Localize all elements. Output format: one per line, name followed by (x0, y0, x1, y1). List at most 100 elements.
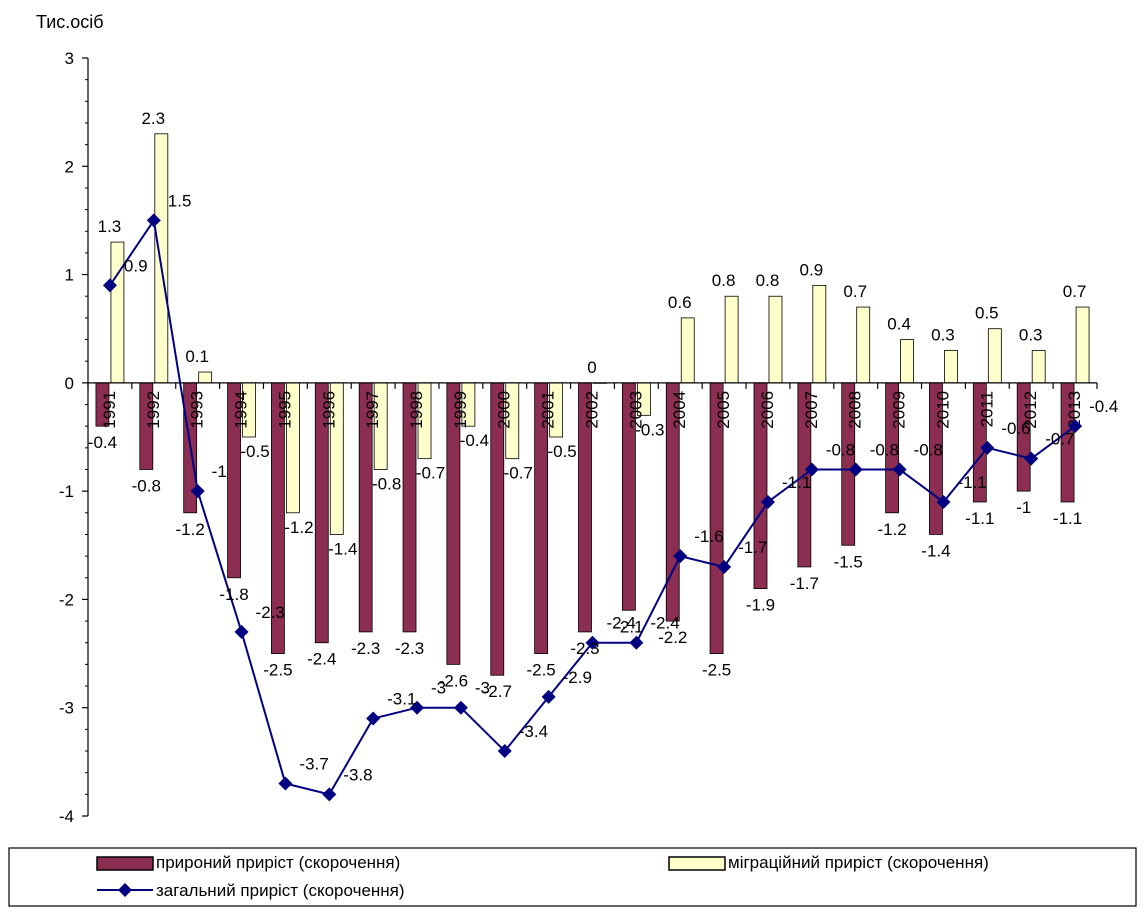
total-growth-point (497, 744, 512, 759)
x-tick-label: 1996 (319, 391, 338, 429)
total-value-label: -1.7 (738, 538, 767, 557)
y-tick-label: 3 (65, 49, 74, 68)
legend-frame (8, 847, 1137, 907)
natural-value-label: -2.5 (263, 661, 292, 680)
total-growth-point (234, 624, 249, 639)
y-tick-label: -3 (59, 699, 74, 718)
y-tick-label: 1 (65, 266, 74, 285)
total-growth-point (717, 559, 732, 574)
x-tick-label: 1991 (100, 391, 119, 429)
migration-value-label: 0 (587, 358, 596, 377)
bar-migration (900, 339, 914, 384)
x-tick-label: 2010 (933, 391, 952, 429)
bar-migration (987, 328, 1002, 384)
total-value-label: -3.1 (387, 690, 416, 709)
natural-value-label: -1.5 (834, 552, 863, 571)
bar-migration (812, 284, 827, 384)
bar-migration (110, 241, 125, 384)
x-tick-label: 1994 (232, 391, 251, 429)
natural-value-label: -2.1 (614, 617, 643, 636)
migration-value-label: 0.8 (756, 271, 780, 290)
x-tick-label: 2008 (846, 391, 865, 429)
total-value-label: -3 (431, 679, 446, 698)
natural-value-label: -2.3 (395, 639, 424, 658)
natural-value-label: -2.5 (526, 661, 555, 680)
total-growth-point (760, 494, 775, 509)
x-tick-label: 2000 (495, 391, 514, 429)
natural-value-label: -2.4 (307, 650, 336, 669)
natural-value-label: -0.4 (88, 433, 117, 452)
y-axis-title: Тис.осіб (36, 12, 104, 32)
natural-value-label: -2.6 (439, 671, 468, 690)
total-value-label: -0.8 (870, 440, 899, 459)
x-tick-label: 2003 (626, 391, 645, 429)
y-tick-label: -2 (59, 590, 74, 609)
natural-value-label: -1.2 (176, 520, 205, 539)
bar-migration (724, 295, 739, 384)
x-tick-label: 1992 (144, 391, 163, 429)
migration-value-label: -0.7 (416, 464, 445, 483)
total-value-label: -1.6 (694, 527, 723, 546)
total-growth-point (585, 635, 600, 650)
natural-value-label: -2.7 (483, 682, 512, 701)
migration-value-label: 0.5 (975, 304, 999, 323)
legend-label-total: загальний приріст (скорочення) (156, 881, 405, 900)
x-tick-label: 2007 (802, 391, 821, 429)
natural-value-label: -1.9 (746, 596, 775, 615)
legend-label-natural: прироний приріст (скорочення) (156, 853, 400, 872)
legend: прироний приріст (скорочення) міграційний… (8, 847, 1137, 907)
total-growth-point (410, 700, 425, 715)
migration-value-label: -0.5 (240, 442, 269, 461)
migration-value-label: 0.3 (931, 325, 955, 344)
y-tick-label: -1 (59, 482, 74, 501)
line-layer (102, 213, 1083, 802)
total-growth-point (322, 787, 337, 802)
natural-value-label: -0.8 (132, 476, 161, 495)
migration-value-label: 0.7 (1063, 282, 1087, 301)
natural-value-label: -1.2 (877, 520, 906, 539)
natural-value-label: -2.3 (570, 639, 599, 658)
migration-value-label: 2.3 (141, 109, 165, 128)
natural-value-label: -1.1 (965, 509, 994, 528)
x-tick-label: 2009 (890, 391, 909, 429)
total-growth-point (102, 278, 117, 293)
bar-migration (1031, 349, 1046, 384)
migration-value-label: 0.7 (843, 282, 867, 301)
total-growth-point (804, 462, 819, 477)
x-tick-label: 2001 (539, 391, 558, 429)
total-growth-point (1024, 451, 1039, 466)
total-growth-point (366, 711, 381, 726)
total-value-label: -2.4 (607, 614, 636, 633)
migration-value-label: 0.8 (712, 271, 736, 290)
total-value-label: -3.4 (519, 722, 548, 741)
total-growth-point (278, 776, 293, 791)
natural-value-label: -1.8 (219, 585, 248, 604)
migration-value-label: 0.9 (800, 260, 824, 279)
total-value-label: 1.5 (168, 191, 192, 210)
bars-layer (95, 133, 1090, 676)
bar-migration (680, 317, 695, 384)
x-tick-label: 2012 (1021, 391, 1040, 429)
migration-value-label: -0.7 (504, 464, 533, 483)
legend-swatch-migration (668, 856, 726, 871)
x-tick-label: 1998 (407, 391, 426, 429)
x-tick-label: 2011 (977, 391, 996, 428)
total-value-label: -2.3 (256, 603, 285, 622)
migration-value-label: 0.1 (185, 347, 209, 366)
total-value-label: -0.7 (1045, 430, 1074, 449)
total-value-label: -2.4 (650, 614, 679, 633)
migration-value-label: -0.4 (460, 431, 489, 450)
total-value-label: -1.1 (782, 473, 811, 492)
y-tick-label: 2 (65, 157, 74, 176)
total-growth-point (936, 494, 951, 509)
bar-migration (768, 295, 783, 384)
bar-migration (856, 306, 871, 384)
migration-value-label: 1.3 (98, 217, 122, 236)
x-tick-label: 2005 (714, 391, 733, 429)
total-growth-point (848, 462, 863, 477)
total-value-label: 0.9 (124, 256, 148, 275)
total-growth-point (453, 700, 468, 715)
total-growth-point (541, 689, 556, 704)
total-value-label: -0.4 (1089, 397, 1118, 416)
